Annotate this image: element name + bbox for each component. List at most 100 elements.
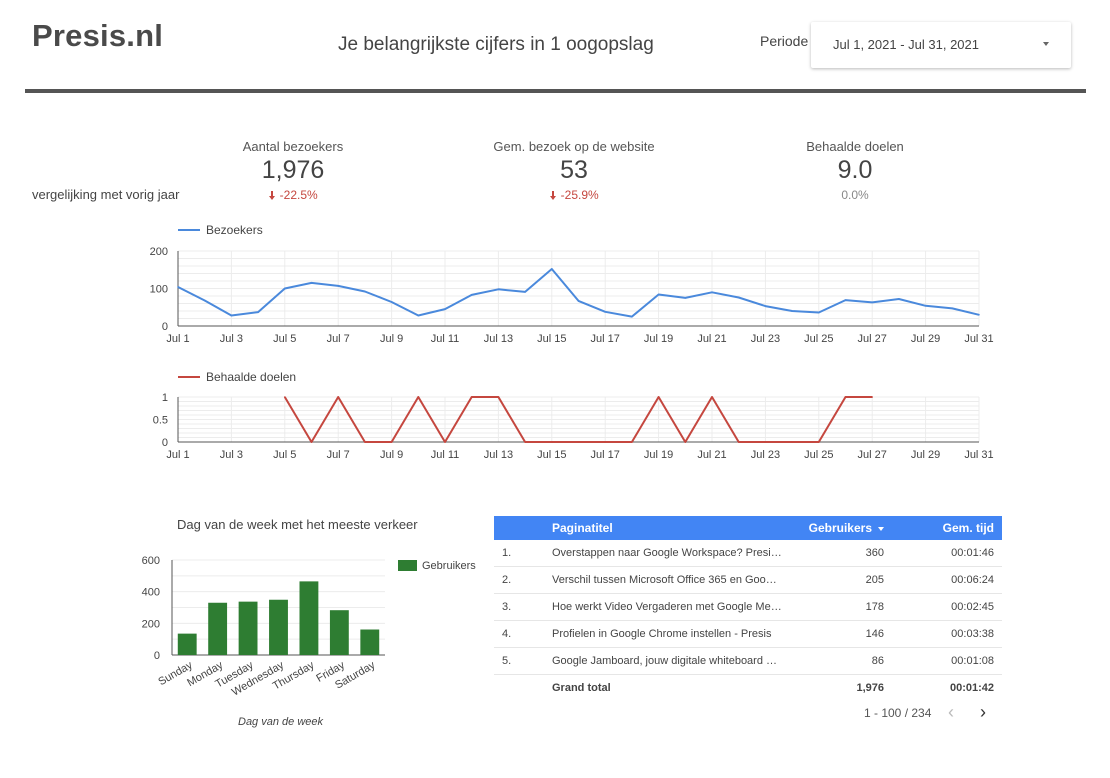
- y-tick-label: 0: [162, 321, 168, 333]
- x-tick-label: Jul 1: [166, 449, 189, 461]
- row-index: 5.: [502, 655, 512, 667]
- kpi-label: Aantal bezoekers: [242, 139, 344, 154]
- x-tick-label: Jul 11: [431, 333, 460, 345]
- bar: [177, 633, 197, 655]
- y-tick-label: 100: [150, 284, 168, 296]
- x-tick-label: Jul 23: [751, 333, 780, 345]
- kpi-avg-visits: Gem. bezoek op de website 53 -25.9%: [474, 139, 674, 202]
- data-point: [818, 441, 820, 443]
- x-tick-label: Jul 9: [380, 333, 403, 345]
- data-point: [978, 313, 980, 316]
- data-point: [364, 290, 366, 293]
- row-index: 4.: [502, 628, 512, 640]
- x-tick-label: Jul 25: [804, 449, 833, 461]
- kpi-value: 53: [560, 156, 588, 184]
- kpi-delta: -22.5%: [193, 188, 393, 202]
- row-time: 00:01:46: [951, 547, 994, 559]
- data-point: [177, 286, 179, 288]
- kpi-delta-value: -25.9%: [560, 188, 599, 202]
- column-header-time[interactable]: Gem. tijd: [942, 521, 994, 535]
- table-row[interactable]: 1. Overstappen naar Google Workspace? Pr…: [494, 540, 1002, 567]
- data-point: [684, 297, 687, 299]
- table-row[interactable]: 3. Hoe werkt Video Vergaderen met Google…: [494, 594, 1002, 621]
- data-point: [631, 441, 633, 443]
- data-point: [417, 396, 420, 398]
- bar-chart-xlabel: Dag van de week: [238, 716, 323, 728]
- chevron-left-icon[interactable]: ‹: [948, 702, 954, 722]
- data-point: [657, 293, 660, 296]
- data-point: [310, 441, 313, 443]
- kpi-visitors: Aantal bezoekers 1,976 -22.5%: [193, 139, 393, 202]
- data-point: [444, 441, 446, 443]
- data-point: [203, 299, 206, 302]
- x-tick-label: Jul 23: [751, 449, 780, 461]
- kpi-goals: Behaalde doelen 9.0 0.0%: [755, 139, 955, 202]
- data-point: [871, 396, 873, 398]
- kpi-label: Gem. bezoek op de website: [493, 139, 655, 154]
- table-row[interactable]: 2. Verschil tussen Microsoft Office 365 …: [494, 567, 1002, 594]
- x-tick-label: Jul 27: [858, 333, 887, 345]
- bar-chart-title: Dag van de week met het meeste verkeer: [177, 517, 418, 532]
- data-point: [470, 294, 473, 296]
- total-users: 1,976: [856, 682, 884, 694]
- table-total-row: Grand total 1,976 00:01:42: [494, 675, 1002, 701]
- x-tick-label: Jul 19: [644, 449, 673, 461]
- arrow-down-icon: [550, 191, 557, 200]
- y-tick-label: 600: [142, 555, 160, 567]
- data-point: [497, 288, 500, 291]
- data-point: [711, 291, 713, 294]
- x-tick-label: Jul 7: [327, 449, 350, 461]
- weekday-bar-chart: 0200400600SundayMondayTuesdayWednesdayTh…: [142, 555, 477, 699]
- data-point: [871, 301, 873, 304]
- pages-table: Paginatitel Gebruikers Gem. tijd 1. Over…: [494, 516, 1002, 701]
- data-point: [631, 315, 633, 318]
- x-tick-label: Jul 19: [644, 333, 673, 345]
- row-time: 00:01:08: [951, 655, 994, 667]
- y-tick-label: 200: [150, 246, 168, 258]
- data-point: [818, 311, 820, 314]
- data-point: [951, 307, 954, 310]
- data-point: [684, 441, 687, 443]
- column-header-users-label: Gebruikers: [808, 521, 872, 535]
- date-range-picker[interactable]: Jul 1, 2021 - Jul 31, 2021: [811, 22, 1071, 68]
- x-tick-label: Jul 11: [431, 449, 460, 461]
- data-point: [257, 311, 259, 313]
- date-range-value: Jul 1, 2021 - Jul 31, 2021: [833, 37, 979, 52]
- row-title: Overstappen naar Google Workspace? Presi…: [552, 547, 782, 559]
- table-row[interactable]: 5. Google Jamboard, jouw digitale whiteb…: [494, 648, 1002, 675]
- data-point: [604, 310, 606, 313]
- x-tick-label: Jul 3: [220, 333, 243, 345]
- y-tick-label: 200: [142, 618, 160, 630]
- x-tick-label: Jul 5: [273, 449, 296, 461]
- table-row[interactable]: 4. Profielen in Google Chrome instellen …: [494, 621, 1002, 648]
- y-tick-label: 400: [142, 587, 160, 599]
- x-tick-label: Jul 9: [380, 449, 403, 461]
- column-header-title[interactable]: Paginatitel: [552, 521, 613, 535]
- row-users: 86: [871, 655, 884, 667]
- row-title: Profielen in Google Chrome instellen - P…: [552, 628, 772, 640]
- data-point: [844, 396, 847, 398]
- row-time: 00:06:24: [951, 574, 994, 586]
- column-header-users[interactable]: Gebruikers: [786, 516, 884, 540]
- kpi-value: 1,976: [261, 156, 325, 184]
- sort-desc-icon: [878, 526, 884, 531]
- x-tick-label: Jul 5: [273, 333, 296, 345]
- chevron-down-icon: [1043, 42, 1049, 46]
- page-subtitle: Je belangrijkste cijfers in 1 oogopslag: [338, 34, 654, 55]
- comparison-label: vergelijking met vorig jaar: [32, 187, 180, 202]
- data-point: [417, 314, 420, 317]
- row-index: 2.: [502, 574, 512, 586]
- legend-label: Behaalde doelen: [206, 370, 296, 384]
- data-point: [711, 396, 713, 398]
- data-point: [390, 441, 393, 443]
- chevron-right-icon[interactable]: ›: [980, 702, 986, 722]
- data-point: [791, 310, 793, 312]
- brand-logo-text: Presis.nl: [32, 18, 164, 53]
- bar: [329, 610, 349, 655]
- kpi-delta: -25.9%: [474, 188, 674, 202]
- data-point: [604, 441, 606, 443]
- y-tick-label: 0: [154, 650, 160, 662]
- data-point: [284, 287, 286, 290]
- y-tick-label: 1: [162, 392, 168, 404]
- data-point: [524, 441, 526, 443]
